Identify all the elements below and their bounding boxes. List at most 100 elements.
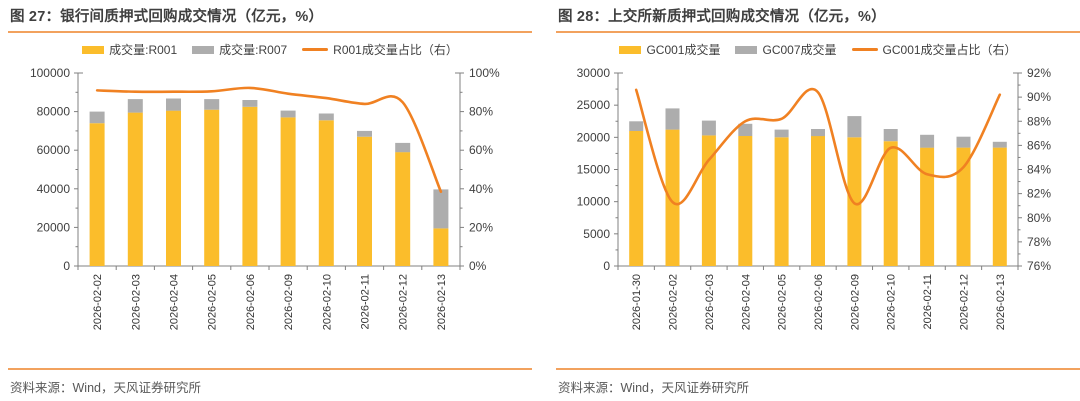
x-axis-date-label: 2026-01-30 bbox=[631, 274, 643, 330]
legend-line-swatch-icon bbox=[851, 48, 878, 51]
bar-segment-secondary bbox=[883, 129, 898, 142]
source-note: 资料来源：Wind，天风证券研究所 bbox=[558, 381, 749, 395]
legend-bar-swatch-icon bbox=[735, 45, 758, 54]
bar-segment-primary bbox=[395, 152, 411, 266]
bar-segment-secondary bbox=[433, 189, 449, 229]
figure-27-panel: 图 27：银行间质押式回购成交情况（亿元，%） 成交量:R001 成交量:R007… bbox=[8, 0, 532, 401]
legend-bar-swatch-icon bbox=[192, 45, 215, 54]
bar-segment-secondary bbox=[395, 142, 411, 153]
bar-segment-primary bbox=[811, 136, 825, 266]
x-axis-date-label: 2026-02-13 bbox=[995, 274, 1007, 330]
bar-segment-secondary bbox=[127, 99, 143, 113]
bar-segment-secondary bbox=[701, 120, 716, 136]
bar-segment-primary bbox=[920, 147, 935, 266]
left-axis-tick-label: 0 bbox=[603, 259, 610, 273]
right-axis-tick-label: 76% bbox=[1027, 259, 1051, 273]
x-axis-date-label: 2026-02-03 bbox=[704, 274, 716, 330]
bar-segment-primary bbox=[883, 141, 898, 266]
legend-bar-swatch-icon bbox=[619, 45, 642, 54]
right-axis-tick-label: 100% bbox=[469, 66, 500, 80]
x-axis-date-label: 2026-02-09 bbox=[849, 274, 861, 330]
x-axis-date-label: 2026-02-09 bbox=[283, 274, 295, 330]
legend-item: GC007成交量 bbox=[735, 41, 837, 58]
legend: 成交量:R001 成交量:R007 R001成交量占比（右） bbox=[8, 41, 532, 58]
left-axis-tick-label: 20000 bbox=[37, 220, 71, 234]
bar-segment-secondary bbox=[665, 108, 680, 130]
title-rule bbox=[8, 31, 532, 33]
legend-item: GC001成交量 bbox=[619, 41, 720, 58]
left-axis-tick-label: 0 bbox=[63, 259, 70, 273]
bar-segment-secondary bbox=[629, 121, 644, 131]
bottom-rule bbox=[556, 368, 1080, 370]
x-axis-date-label: 2026-02-06 bbox=[245, 274, 257, 330]
bar-segment-primary bbox=[166, 110, 181, 266]
bar-segment-secondary bbox=[847, 116, 862, 138]
right-axis-tick-label: 92% bbox=[1027, 66, 1051, 80]
left-axis-tick-label: 20000 bbox=[577, 130, 611, 144]
bar-segment-primary bbox=[956, 147, 971, 266]
bar-segment-secondary bbox=[811, 129, 825, 137]
left-axis-tick-label: 25000 bbox=[577, 98, 611, 112]
left-axis-tick-label: 10000 bbox=[577, 195, 611, 209]
legend-item: 成交量:R007 bbox=[192, 41, 287, 58]
bar-segment-secondary bbox=[920, 134, 935, 148]
bar-segment-secondary bbox=[280, 110, 296, 118]
interbank-repo-bar-line-chart: 0 20000 40000 60000 80000 100000 0% 20% 40% 60% 80… bbox=[30, 66, 500, 330]
left-axis-tick-label: 5000 bbox=[583, 227, 610, 241]
bar-segment-primary bbox=[701, 135, 716, 266]
right-axis-tick-label: 78% bbox=[1027, 235, 1051, 249]
bar-segment-secondary bbox=[738, 123, 753, 136]
x-axis-date-label: 2026-02-11 bbox=[922, 274, 934, 329]
legend: GC001成交量 GC007成交量 GC001成交量占比（右） bbox=[556, 41, 1080, 58]
ratio-line bbox=[95, 86, 443, 193]
right-axis-tick-label: 40% bbox=[469, 182, 493, 196]
bottom-rule bbox=[8, 368, 532, 370]
bar-segment-secondary bbox=[318, 113, 334, 121]
legend-item: GC001成交量占比（右） bbox=[851, 41, 1017, 58]
bar-segment-primary bbox=[774, 137, 789, 266]
left-axis-tick-label: 30000 bbox=[577, 66, 611, 80]
bar-segment-primary bbox=[127, 112, 143, 266]
title-rule bbox=[556, 31, 1080, 33]
bar-segment-primary bbox=[89, 123, 105, 266]
ratio-line bbox=[634, 88, 1002, 206]
figure-28-title: 图 28：上交所新质押式回购成交情况（亿元，%） bbox=[558, 9, 886, 25]
figure-28-panel: 图 28：上交所新质押式回购成交情况（亿元，%） GC001成交量 GC007成交… bbox=[556, 0, 1080, 401]
x-axis-date-label: 2026-02-12 bbox=[398, 274, 410, 330]
bar-segment-primary bbox=[738, 136, 753, 266]
x-axis-date-label: 2026-02-04 bbox=[169, 274, 181, 330]
bar-segment-secondary bbox=[992, 141, 1007, 148]
x-axis-date-label: 2026-02-13 bbox=[436, 274, 448, 330]
x-axis-date-label: 2026-02-04 bbox=[740, 274, 752, 330]
legend-label: GC001成交量占比（右） bbox=[882, 43, 1017, 57]
x-axis-date-label: 2026-02-10 bbox=[321, 274, 333, 330]
right-axis-tick-label: 82% bbox=[1027, 187, 1051, 201]
left-axis-tick-label: 40000 bbox=[37, 182, 71, 196]
x-axis-date-label: 2026-02-02 bbox=[668, 274, 680, 330]
bar-segment-primary bbox=[204, 109, 220, 266]
legend-label: GC007成交量 bbox=[762, 43, 837, 57]
x-axis-date-label: 2026-02-02 bbox=[92, 274, 104, 330]
bar-segment-secondary bbox=[89, 111, 105, 124]
right-axis-tick-label: 0% bbox=[469, 259, 487, 273]
sse-repo-bar-line-chart: 0 5000 10000 15000 20000 25000 30000 76% 78% 80% 8… bbox=[577, 66, 1052, 330]
right-axis-tick-label: 86% bbox=[1027, 138, 1051, 152]
bar-segment-primary bbox=[242, 106, 258, 266]
x-axis-date-label: 2026-02-05 bbox=[777, 274, 789, 330]
x-axis-date-label: 2026-02-06 bbox=[813, 274, 825, 330]
right-axis-tick-label: 60% bbox=[469, 143, 493, 157]
x-axis-date-label: 2026-02-11 bbox=[360, 274, 372, 329]
right-axis-tick-label: 84% bbox=[1027, 163, 1051, 177]
bar-segment-primary bbox=[433, 228, 449, 266]
right-axis-tick-label: 90% bbox=[1027, 90, 1051, 104]
bar-segment-secondary bbox=[956, 136, 971, 148]
legend-bar-swatch-icon bbox=[82, 45, 105, 54]
source-note: 资料来源：Wind，天风证券研究所 bbox=[10, 381, 201, 395]
left-axis-tick-label: 80000 bbox=[37, 105, 71, 119]
x-axis-date-label: 2026-02-05 bbox=[207, 274, 219, 330]
right-axis-tick-label: 80% bbox=[469, 105, 493, 119]
left-axis-tick-label: 15000 bbox=[577, 163, 611, 177]
bar-segment-secondary bbox=[166, 98, 181, 111]
bar-segment-secondary bbox=[204, 99, 220, 110]
legend-item: R001成交量占比（右） bbox=[302, 41, 458, 58]
